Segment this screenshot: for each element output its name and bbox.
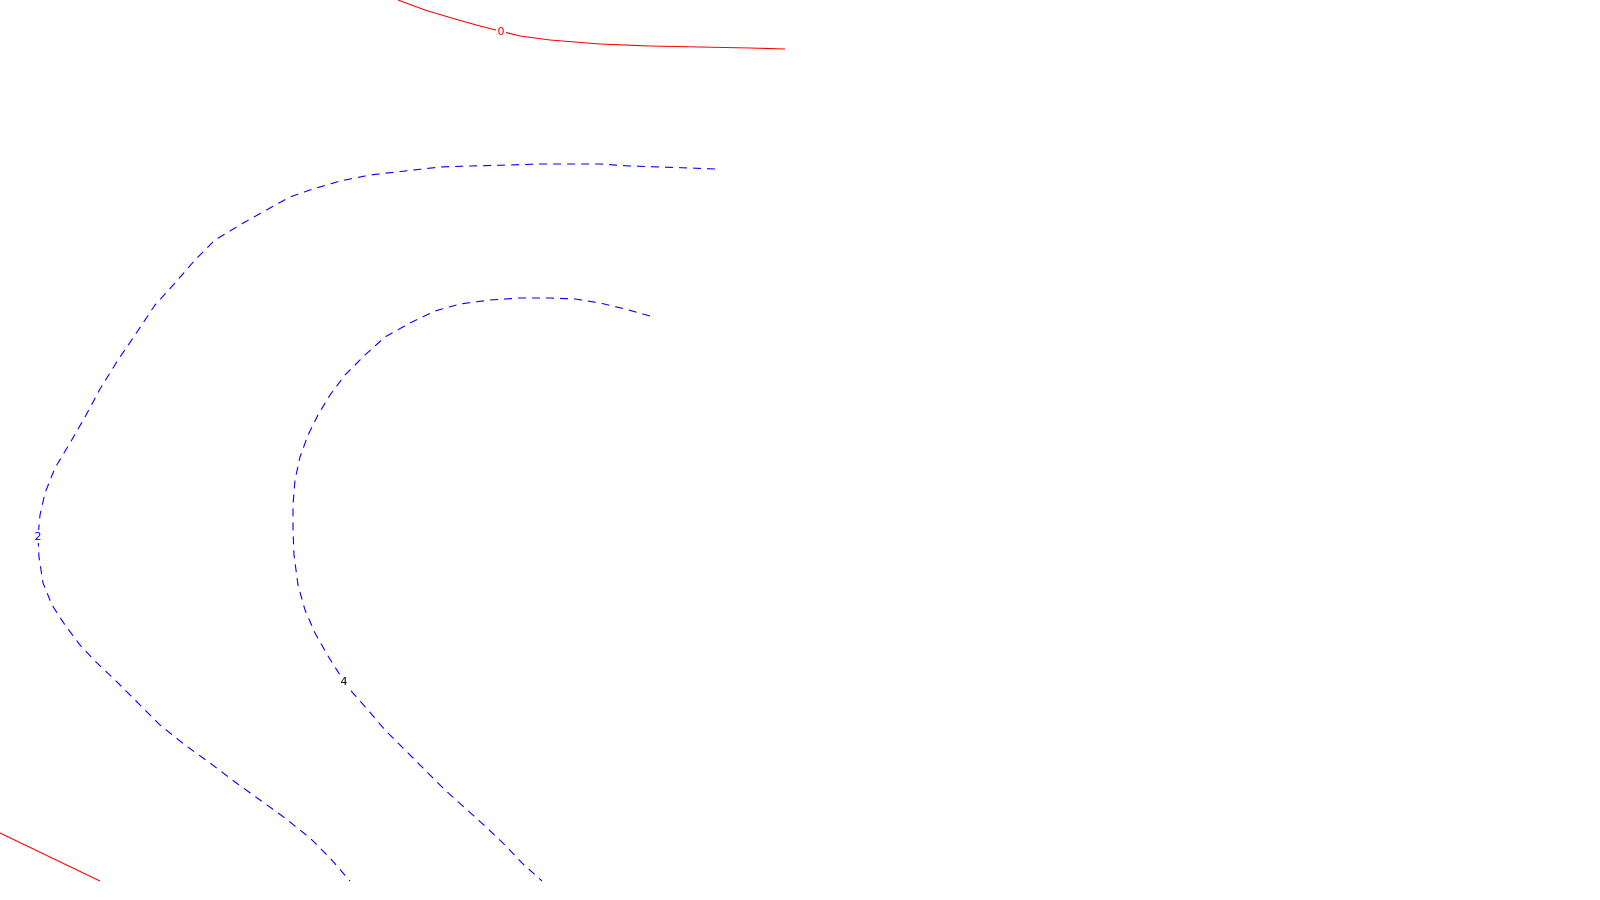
contour-label-gap [496, 25, 506, 38]
contour-label-gap [33, 530, 43, 543]
contour-labels: 0 2 4 [33, 25, 506, 688]
contour-line-level-0-segment-1 [397, 0, 786, 50]
contour-label-0: 0 [498, 25, 505, 38]
contour-label-gap [339, 675, 349, 688]
contour-lines [0, 0, 786, 882]
contour-label-4: 4 [341, 675, 348, 688]
contour-line-level-2 [37, 163, 716, 882]
contour-label-2: 2 [35, 530, 42, 543]
contour-line-level-0-segment-2 [0, 832, 101, 882]
